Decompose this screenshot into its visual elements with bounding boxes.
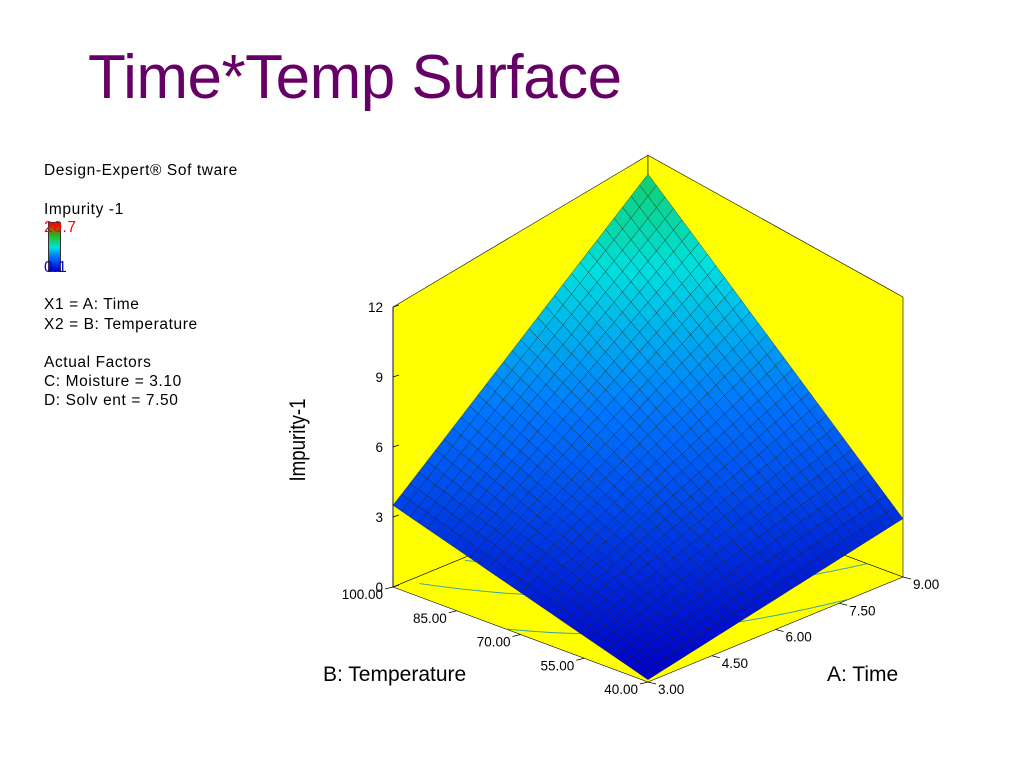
actual-factors-heading: Actual Factors (44, 354, 152, 371)
z-tick-mark (392, 374, 400, 378)
z-tick-mark (392, 304, 400, 308)
z-tick-label: 0 (375, 580, 383, 595)
factor-x2: X2 = B: Temperature (44, 316, 198, 333)
surface-cell (639, 668, 657, 680)
color-scale-min: 0.1 (44, 259, 68, 276)
y-tick-label: 85.00 (413, 611, 447, 626)
color-scale-max: 20.7 (44, 219, 77, 236)
z-axis-title: Impurity-1 (287, 398, 311, 481)
factor-c: C: Moisture = 3.10 (44, 373, 182, 390)
y-tick-mark (576, 657, 585, 661)
z-tick-mark (392, 514, 400, 518)
x-tick-mark (839, 602, 848, 606)
y-tick-mark (384, 586, 394, 590)
x-tick-mark (647, 681, 657, 685)
factor-x1: X1 = A: Time (44, 296, 140, 313)
response-surface (392, 173, 904, 680)
z-tick-mark (392, 584, 400, 588)
y-tick-label: 40.00 (604, 682, 638, 697)
z-tick-label: 3 (375, 510, 383, 525)
x-axis-title: A: Time (827, 663, 898, 686)
x-tick-mark (775, 629, 784, 632)
axis-labels: Impurity-1 A: Time B: Temperature (287, 398, 899, 686)
color-scale-bar (48, 222, 61, 272)
y-tick-label: 70.00 (477, 635, 511, 650)
axis-ticks: 0 3 6 9 12 3.00 4.50 6.00 7.50 9.00 40.00 55.00 70.0… (342, 300, 940, 697)
y-tick-label: 100.00 (342, 587, 383, 602)
software-label: Design-Expert® Sof tware (44, 162, 238, 179)
x-tick-label: 7.50 (849, 603, 875, 618)
y-tick-mark (639, 681, 649, 685)
x-tick-label: 4.50 (722, 656, 748, 671)
z-tick-label: 6 (375, 440, 383, 455)
z-tick-mark (392, 444, 400, 448)
y-axis-title: B: Temperature (323, 663, 466, 686)
y-tick-mark (512, 634, 521, 637)
y-tick-label: 55.00 (540, 658, 574, 673)
z-tick-label: 12 (368, 300, 383, 315)
x-tick-mark (711, 655, 720, 659)
z-tick-label: 9 (375, 370, 383, 385)
y-tick-mark (448, 610, 457, 614)
x-tick-mark (902, 576, 912, 580)
response-name: Impurity -1 (44, 201, 124, 218)
x-tick-label: 6.00 (786, 630, 812, 645)
factor-d: D: Solv ent = 7.50 (44, 392, 179, 409)
x-tick-label: 9.00 (913, 577, 939, 592)
slide-title: Time*Temp Surface (88, 43, 622, 112)
x-tick-label: 3.00 (658, 682, 684, 697)
